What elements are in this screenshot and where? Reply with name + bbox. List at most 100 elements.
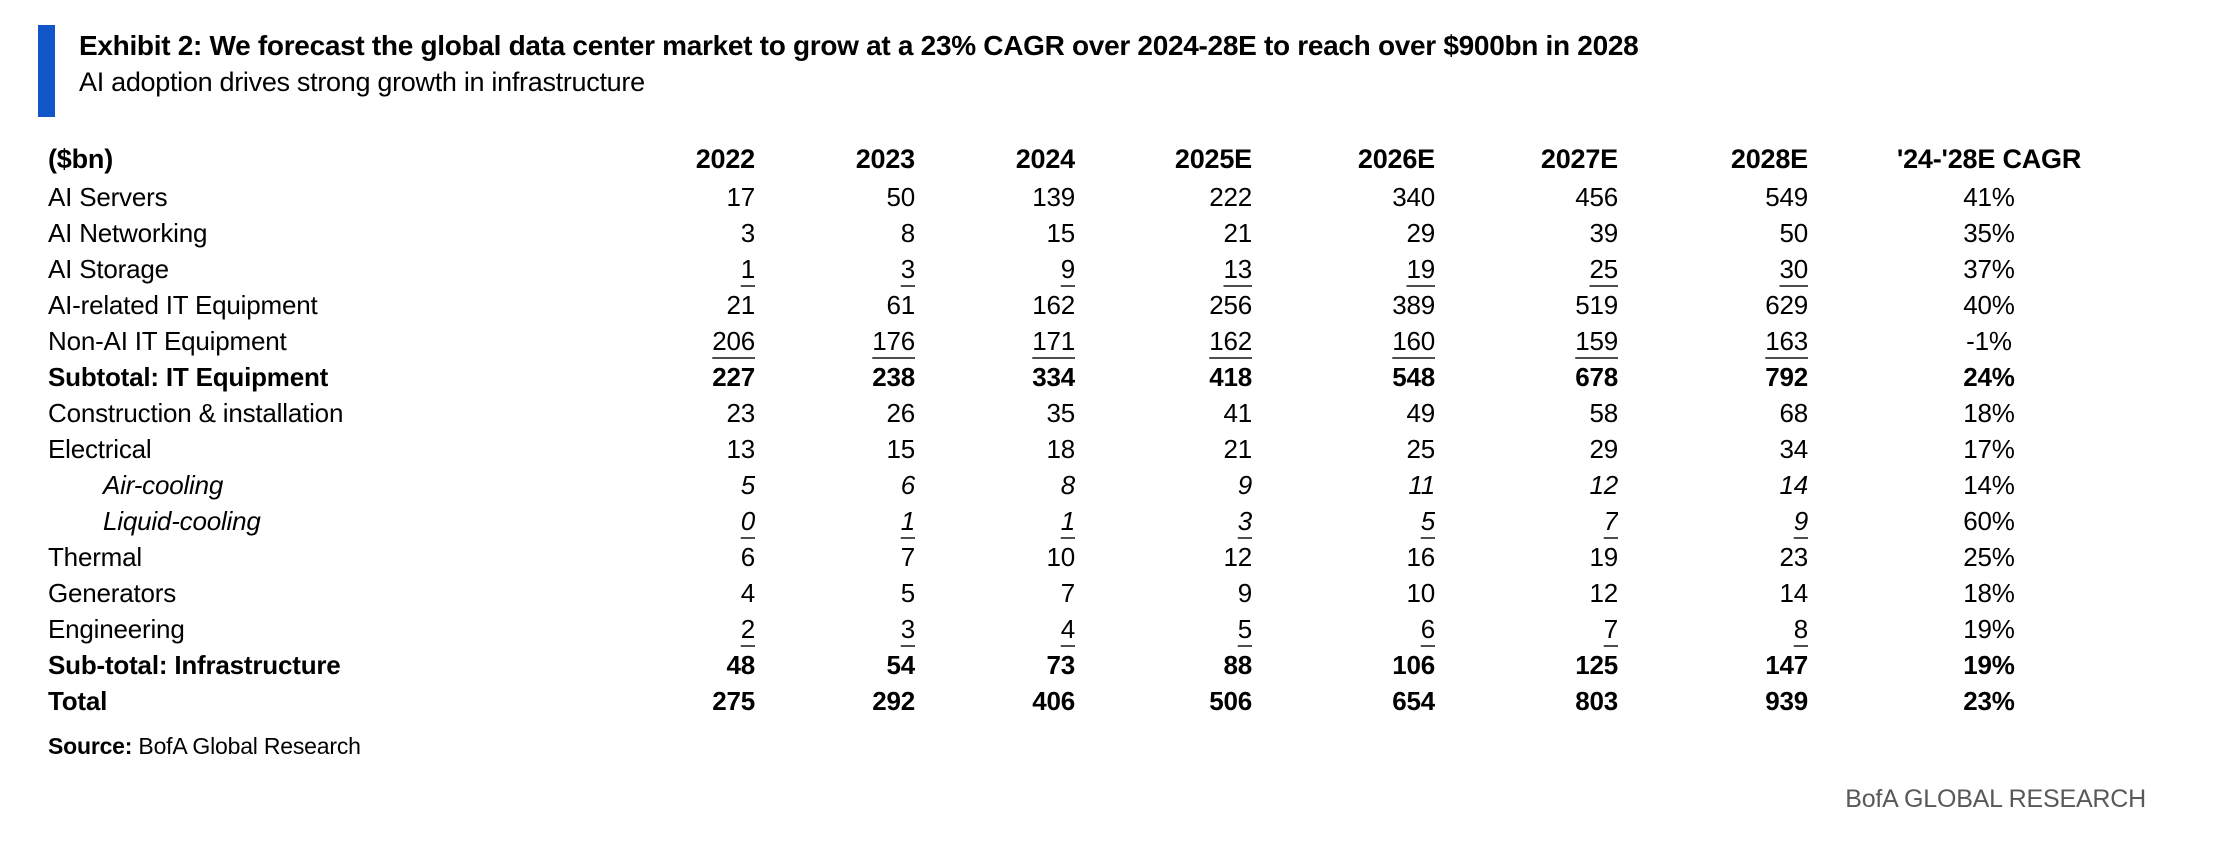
value-cell: 1: [1060, 506, 1075, 536]
table-row: Sub-total: Infrastructure 48 54 73 88 106 125 1…: [48, 647, 2170, 683]
cagr-cell: 17%: [1963, 434, 2015, 464]
value-cell: 3: [900, 614, 915, 644]
column-header-unit: ($bn): [48, 144, 113, 174]
column-header: 2026E: [1357, 144, 1435, 174]
row-label: Electrical: [48, 434, 152, 464]
table-row: Total 275 292 406 506 654 803 939 23%: [48, 683, 2170, 719]
row-label: Engineering: [48, 614, 185, 644]
value-cell: 34: [1779, 434, 1808, 464]
value-cell: 7: [1603, 506, 1618, 536]
table-row: Generators 4 5 7 9 10 12 14 18%: [48, 575, 2170, 611]
column-header: 2025E: [1174, 144, 1252, 174]
value-cell: 39: [1589, 218, 1618, 248]
exhibit-subtitle: AI adoption drives strong growth in infr…: [79, 67, 645, 97]
value-cell: 13: [726, 434, 755, 464]
value-cell: 73: [1046, 650, 1075, 680]
value-cell: 506: [1209, 686, 1252, 716]
column-header: 2024: [1015, 144, 1075, 174]
cagr-cell: 25%: [1963, 542, 2015, 572]
value-cell: 340: [1392, 182, 1435, 212]
value-cell: 49: [1406, 398, 1435, 428]
value-cell: 19: [1589, 542, 1618, 572]
cagr-cell: 19%: [1963, 614, 2015, 644]
value-cell: 13: [1223, 254, 1252, 284]
value-cell: 3: [740, 218, 755, 248]
exhibit-titles: Exhibit 2: We forecast the global data c…: [79, 25, 1639, 117]
value-cell: 8: [900, 218, 915, 248]
value-cell: 418: [1209, 362, 1252, 392]
value-cell: 68: [1779, 398, 1808, 428]
cagr-cell: 19%: [1963, 650, 2015, 680]
cagr-cell: 14%: [1963, 470, 2015, 500]
table-row: Non-AI IT Equipment 206 176 171 162 160 159 163…: [48, 323, 2170, 359]
row-label: Construction & installation: [48, 398, 344, 428]
value-cell: 8: [1793, 614, 1808, 644]
value-cell: 222: [1209, 182, 1252, 212]
value-cell: 125: [1575, 650, 1618, 680]
value-cell: 25: [1406, 434, 1435, 464]
value-cell: 9: [1237, 578, 1252, 608]
table-row: Engineering 2 3 4 5 6 7 8 19%: [48, 611, 2170, 647]
value-cell: 58: [1589, 398, 1618, 428]
value-cell: 803: [1575, 686, 1618, 716]
value-cell: 50: [1779, 218, 1808, 248]
value-cell: 48: [726, 650, 755, 680]
row-label: Thermal: [48, 542, 142, 572]
value-cell: 16: [1406, 542, 1435, 572]
value-cell: 14: [1779, 470, 1808, 500]
value-cell: 256: [1209, 290, 1252, 320]
row-label: Total: [48, 686, 108, 716]
value-cell: 14: [1779, 578, 1808, 608]
column-header: 2028E: [1730, 144, 1808, 174]
value-cell: 10: [1046, 542, 1075, 572]
row-label: Sub-total: Infrastructure: [48, 650, 341, 680]
value-cell: 6: [1420, 614, 1435, 644]
row-label: Subtotal: IT Equipment: [48, 362, 329, 392]
table-row: AI-related IT Equipment 21 61 162 256 389 519 6…: [48, 287, 2170, 323]
value-cell: 25: [1589, 254, 1618, 284]
value-cell: 12: [1589, 470, 1618, 500]
value-cell: 8: [1060, 470, 1075, 500]
value-cell: 23: [1779, 542, 1808, 572]
value-cell: 4: [1060, 614, 1075, 644]
value-cell: 1: [740, 254, 755, 284]
value-cell: 792: [1765, 362, 1808, 392]
source-line: Source: BofA Global Research: [48, 733, 2218, 760]
cagr-cell: 60%: [1963, 506, 2015, 536]
row-label: Generators: [48, 578, 177, 608]
value-cell: 406: [1032, 686, 1075, 716]
value-cell: 5: [1237, 614, 1252, 644]
cagr-cell: -1%: [1966, 326, 2012, 356]
table-row: Electrical 13 15 18 21 25 29 34 17%: [48, 431, 2170, 467]
value-cell: 139: [1032, 182, 1075, 212]
cagr-cell: 24%: [1963, 362, 2015, 392]
value-cell: 4: [740, 578, 755, 608]
cagr-cell: 37%: [1963, 254, 2015, 284]
value-cell: 549: [1765, 182, 1808, 212]
value-cell: 939: [1765, 686, 1808, 716]
value-cell: 519: [1575, 290, 1618, 320]
value-cell: 41: [1223, 398, 1252, 428]
value-cell: 162: [1209, 326, 1252, 356]
value-cell: 5: [900, 578, 915, 608]
value-cell: 15: [886, 434, 915, 464]
value-cell: 29: [1406, 218, 1435, 248]
value-cell: 389: [1392, 290, 1435, 320]
value-cell: 238: [872, 362, 915, 392]
value-cell: 61: [886, 290, 915, 320]
value-cell: 5: [1420, 506, 1435, 536]
value-cell: 21: [1223, 434, 1252, 464]
value-cell: 629: [1765, 290, 1808, 320]
value-cell: 9: [1060, 254, 1075, 284]
value-cell: 106: [1392, 650, 1435, 680]
cagr-cell: 23%: [1963, 686, 2015, 716]
cagr-cell: 35%: [1963, 218, 2015, 248]
cagr-cell: 18%: [1963, 578, 2015, 608]
value-cell: 18: [1046, 434, 1075, 464]
value-cell: 176: [872, 326, 915, 356]
brand-text: BofA GLOBAL RESEARCH: [1845, 785, 2146, 813]
value-cell: 1: [900, 506, 915, 536]
value-cell: 2: [740, 614, 755, 644]
value-cell: 50: [886, 182, 915, 212]
